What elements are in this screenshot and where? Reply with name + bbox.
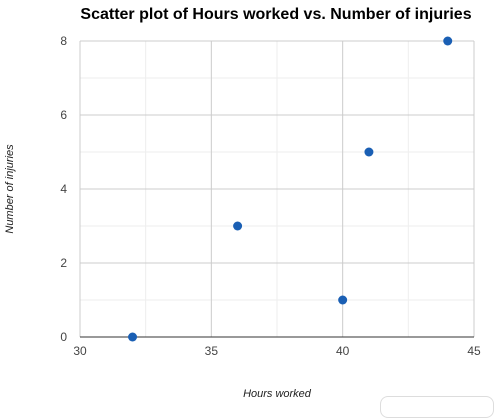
x-tick-label: 30 [73,344,87,358]
y-tick-label: 2 [60,256,67,270]
axes: 30 35 40 45 0 2 4 6 8 [60,34,481,358]
corner-panel [380,396,494,418]
chart-title: Scatter plot of Hours worked vs. Number … [80,6,471,23]
data-points [128,36,453,342]
data-point [364,147,374,157]
chart-canvas: Scatter plot of Hours worked vs. Number … [4,6,481,400]
y-tick-label: 6 [60,108,67,122]
y-tick-label: 8 [60,34,67,48]
data-point [443,36,453,46]
x-tick-label: 45 [467,344,481,358]
data-point [233,221,243,231]
y-tick-label: 0 [60,330,67,344]
y-axis-title: Number of injuries [4,144,16,234]
scatter-chart: Scatter plot of Hours worked vs. Number … [4,6,494,418]
data-point [128,332,138,342]
x-axis-title: Hours worked [243,388,312,400]
y-tick-label: 4 [60,182,67,196]
x-tick-label: 40 [336,344,350,358]
grid-lines [79,40,475,338]
data-point [338,295,348,305]
x-tick-label: 35 [205,344,219,358]
